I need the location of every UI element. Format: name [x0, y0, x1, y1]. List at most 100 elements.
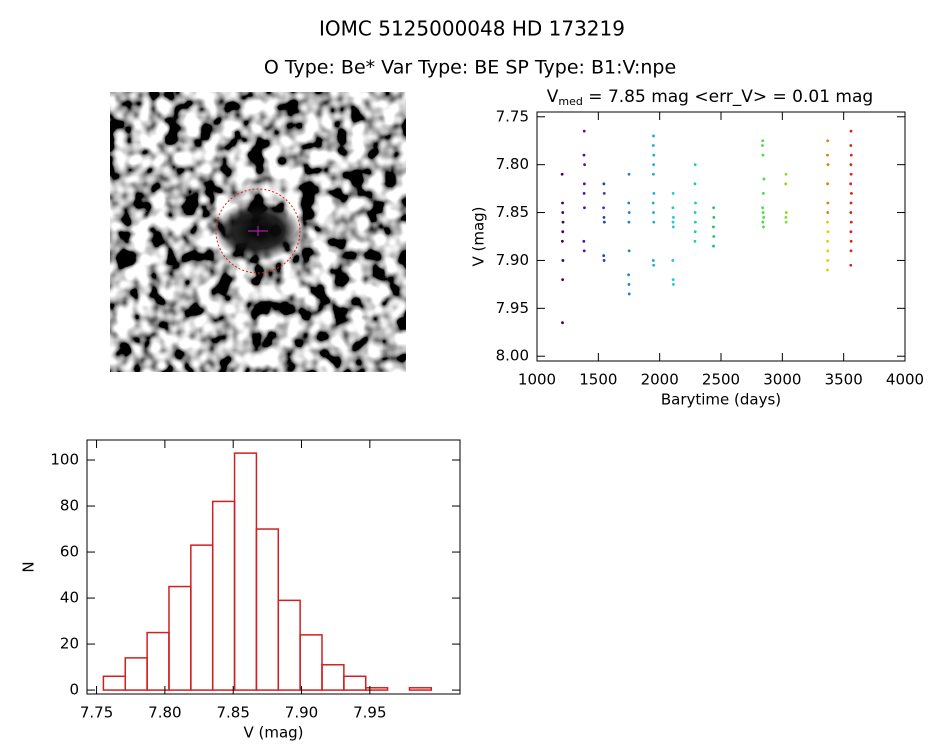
histogram-bar: [233, 452, 258, 691]
data-point: [582, 182, 586, 186]
data-point: [849, 263, 853, 267]
data-point: [784, 182, 788, 186]
histogram-bar: [255, 528, 280, 691]
data-point: [849, 153, 853, 157]
x-tick-label: 7.90: [285, 704, 318, 722]
data-point: [849, 220, 853, 224]
y-tick-label: 7.85: [496, 203, 529, 221]
data-point: [761, 192, 765, 195]
histogram-bar: [343, 675, 367, 691]
figure-title: IOMC 5125000048 HD 173219: [319, 17, 625, 41]
data-point: [693, 182, 697, 186]
data-point: [761, 206, 764, 210]
data-point: [761, 139, 765, 143]
data-point: [826, 220, 829, 224]
histogram-bar: [408, 687, 433, 691]
data-point: [652, 172, 655, 176]
data-point: [602, 192, 606, 195]
data-point: [761, 153, 765, 157]
x-axis-label: Barytime (days): [661, 391, 781, 409]
data-point: [627, 172, 631, 176]
data-point: [693, 220, 697, 224]
data-point: [652, 134, 655, 138]
data-point: [849, 211, 853, 214]
data-point: [711, 225, 715, 229]
data-point: [651, 201, 655, 205]
data-point: [849, 172, 853, 176]
y-tick-label: 7.75: [496, 107, 529, 125]
y-tick-label: 7.80: [496, 155, 529, 173]
data-point: [602, 220, 606, 224]
data-point: [602, 206, 606, 210]
y-tick-label: 80: [60, 497, 79, 515]
data-point: [826, 268, 829, 272]
data-point: [672, 282, 675, 286]
x-tick-label: 1500: [579, 371, 617, 389]
data-point: [849, 230, 853, 234]
data-point: [826, 239, 829, 243]
data-point: [627, 249, 631, 253]
data-point: [651, 259, 655, 262]
data-point: [693, 230, 697, 234]
y-tick-label: 60: [60, 543, 79, 561]
data-point: [672, 215, 675, 219]
sky-image: [110, 92, 406, 372]
data-point: [826, 249, 830, 253]
data-point: [652, 220, 656, 224]
data-point: [826, 230, 830, 234]
histogram-bar: [299, 634, 323, 691]
title-sub: med: [558, 95, 582, 108]
data-point: [583, 206, 586, 210]
data-point: [849, 239, 853, 243]
data-point: [627, 220, 631, 224]
data-point: [762, 225, 765, 229]
data-point: [582, 249, 586, 253]
y-tick-label: 100: [50, 451, 79, 469]
x-tick-label: 1000: [518, 371, 556, 389]
y-tick-label: 40: [60, 589, 79, 607]
data-point: [583, 163, 586, 167]
plot-frame: [86, 439, 461, 695]
data-point: [671, 259, 675, 262]
data-point: [712, 215, 716, 219]
histogram-bar: [146, 631, 170, 691]
data-point: [652, 153, 656, 157]
x-axis-label: V (mag): [243, 724, 303, 742]
data-point: [784, 220, 788, 224]
data-point: [602, 259, 606, 262]
histogram-bar: [277, 599, 301, 691]
data-point: [849, 192, 853, 195]
x-tick-label: 3000: [763, 371, 801, 389]
data-point: [694, 201, 697, 205]
data-point: [561, 321, 564, 325]
data-point: [826, 259, 830, 262]
data-point: [712, 244, 715, 248]
data-point: [561, 211, 565, 214]
histogram-bar: [102, 675, 127, 691]
x-tick-label: 7.85: [216, 704, 249, 722]
data-point: [582, 192, 586, 195]
figure-subtitle: O Type: Be* Var Type: BE SP Type: B1:V:n…: [264, 57, 676, 79]
data-point: [849, 144, 853, 147]
data-point: [671, 220, 675, 224]
data-point: [602, 215, 606, 219]
data-point: [627, 211, 631, 214]
data-point: [826, 211, 830, 214]
y-tick-label: 8.00: [496, 347, 529, 365]
data-point: [561, 230, 565, 234]
y-tick-label: 7.95: [496, 299, 529, 317]
data-point: [826, 163, 830, 167]
data-point: [671, 192, 675, 195]
data-point: [561, 220, 565, 224]
x-tick-label: 7.95: [353, 704, 386, 722]
data-point: [693, 211, 697, 214]
data-point: [652, 163, 656, 167]
data-point: [582, 153, 586, 157]
data-point: [826, 153, 829, 157]
data-point: [652, 192, 656, 195]
histogram-bar: [364, 687, 389, 691]
data-point: [826, 201, 830, 205]
data-point: [671, 206, 675, 210]
data-point: [762, 177, 766, 181]
